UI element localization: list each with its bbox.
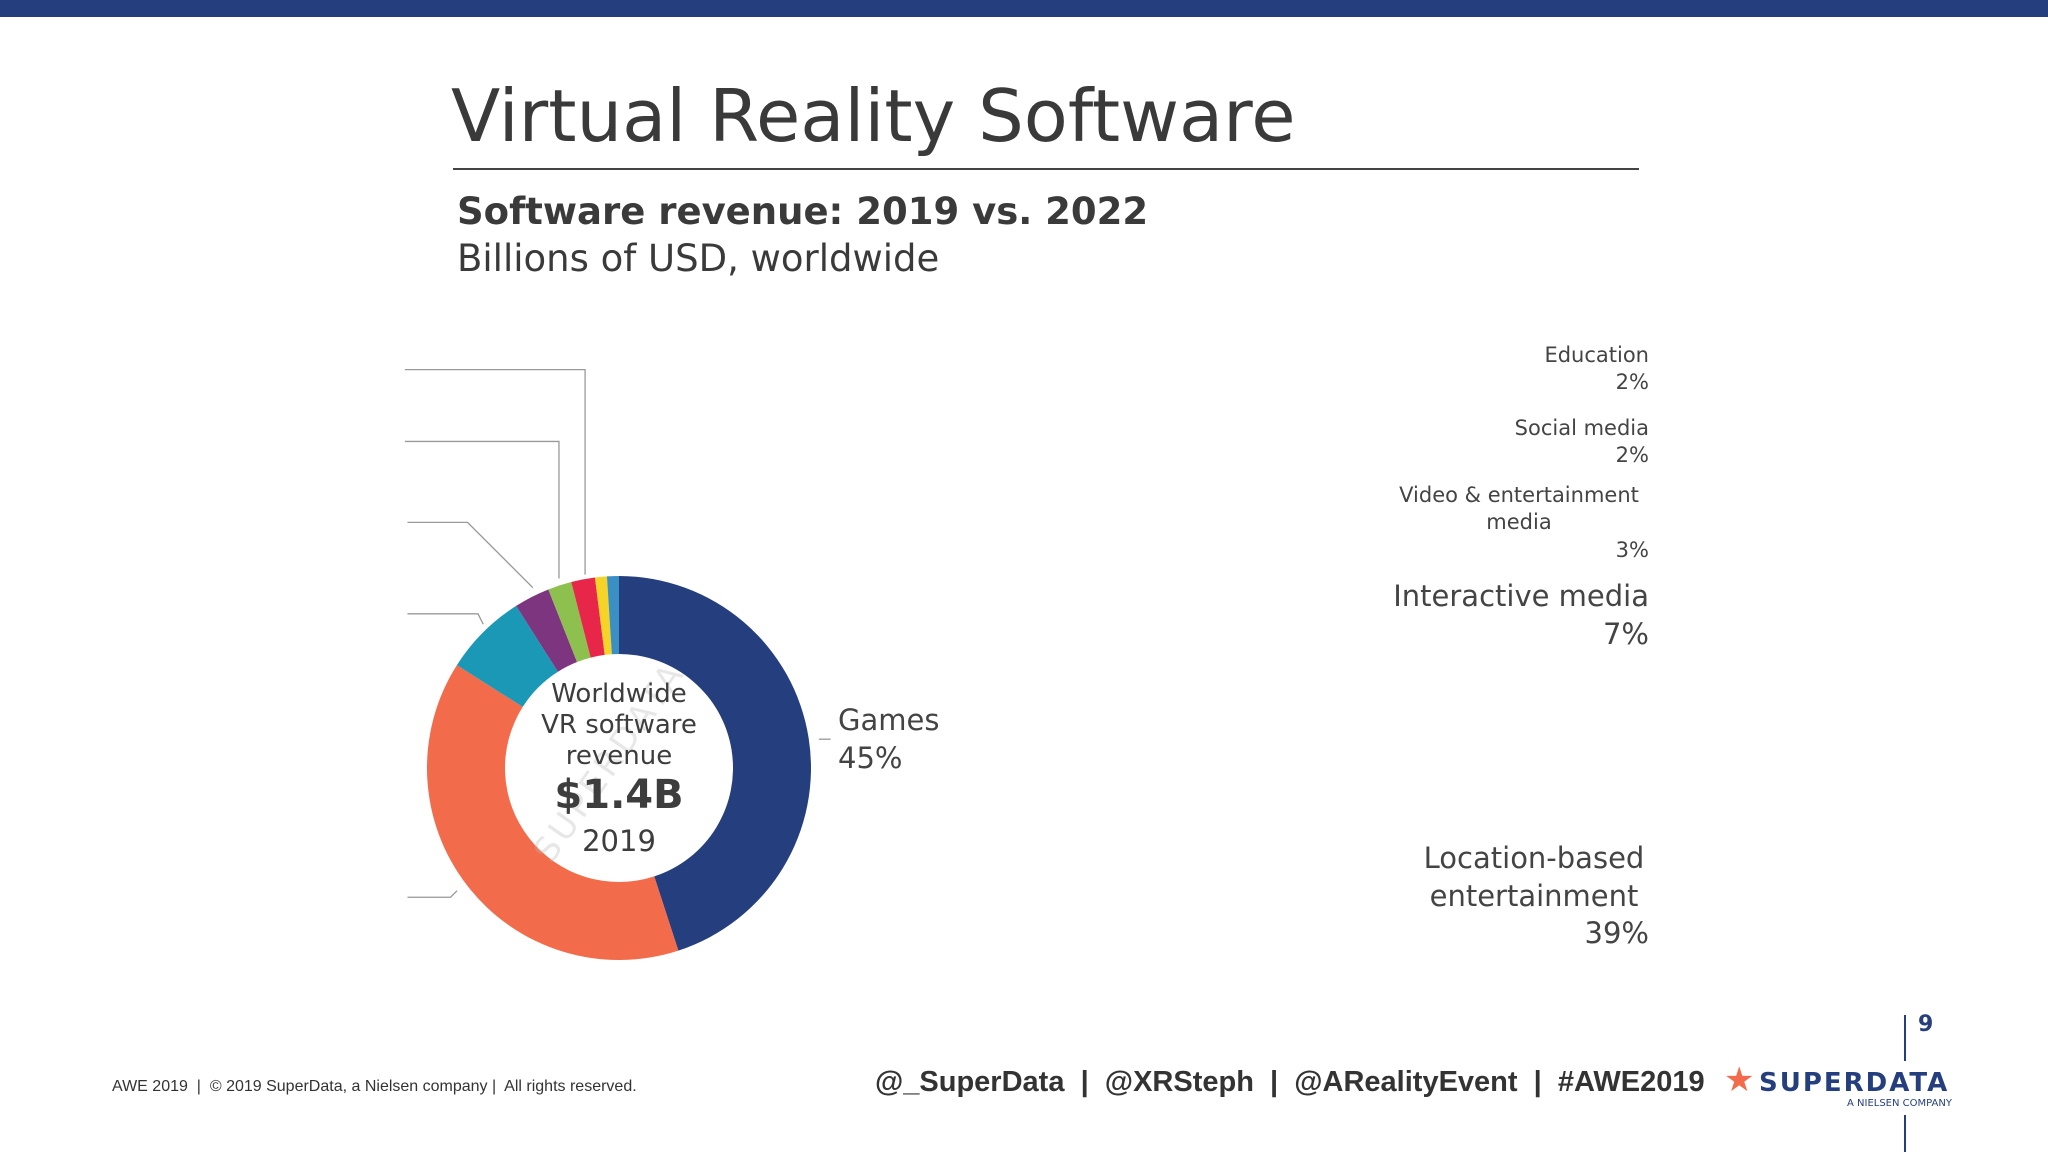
- leader-line: [407, 890, 458, 898]
- subtitle: Software revenue: 2019 vs. 2022: [457, 190, 1149, 233]
- slice-percent: 45%: [838, 740, 903, 775]
- slice-percent: 2%: [1615, 370, 1649, 395]
- slice-label: Video & entertainment media 3%: [1389, 482, 1649, 564]
- slice: [456, 605, 558, 707]
- leader-line: [407, 613, 484, 625]
- slice: [427, 665, 679, 960]
- logo-sub: A NIELSEN COMPANY: [1847, 1098, 1952, 1109]
- center-text: revenue: [565, 741, 673, 771]
- slice: [606, 576, 619, 655]
- slice-name: Games: [838, 703, 940, 737]
- page-number: 9: [1918, 1012, 1934, 1037]
- center-total: $1.4B: [554, 772, 684, 818]
- slice-percent: 39%: [1584, 916, 1649, 951]
- page-rule: [1904, 1015, 1906, 1061]
- center-text: VR software: [541, 710, 697, 740]
- slice-percent: 3%: [1615, 537, 1649, 562]
- subtitle-2: Billions of USD, worldwide: [457, 237, 940, 280]
- page-rule: [1904, 1115, 1906, 1152]
- logo-star: ★: [1724, 1060, 1755, 1100]
- title: Virtual Reality Software: [451, 74, 1296, 158]
- slice-name: Social media: [1514, 416, 1649, 440]
- copyright: AWE 2019 | © 2019 SuperData, a Nielsen c…: [112, 1078, 637, 1095]
- slice-label: Education 2%: [1544, 342, 1649, 397]
- slice-name: Education: [1544, 343, 1649, 367]
- leader-line: [407, 521, 534, 589]
- center-year: 2019: [582, 824, 656, 858]
- slice-label: Location-based entertainment 39%: [1419, 840, 1649, 953]
- slice-label: Social media 2%: [1515, 415, 1649, 470]
- slice-percent: 7%: [1602, 616, 1649, 651]
- leader-line: [404, 440, 560, 579]
- handles: @_SuperData | @XRSteph | @ARealityEvent …: [875, 1066, 1705, 1098]
- center-text: Worldwide: [551, 679, 687, 709]
- top-bar: [0, 0, 2048, 17]
- slice: [548, 582, 591, 663]
- logo: SUPERDATA: [1759, 1068, 1950, 1098]
- slice-name: Location-based entertainment: [1423, 841, 1645, 913]
- slice-percent: 2%: [1615, 443, 1649, 468]
- leader-line: [404, 368, 586, 575]
- slice: [571, 577, 605, 658]
- slice-name: Interactive media: [1393, 579, 1649, 613]
- slice-label: Interactive media 7%: [1393, 578, 1649, 653]
- title-rule: [453, 168, 1639, 170]
- slice-label: Games 45%: [838, 702, 939, 777]
- slice: [516, 589, 578, 672]
- slice-name: Video & entertainment media: [1399, 483, 1639, 535]
- slice: [594, 576, 612, 655]
- slice: [619, 576, 811, 951]
